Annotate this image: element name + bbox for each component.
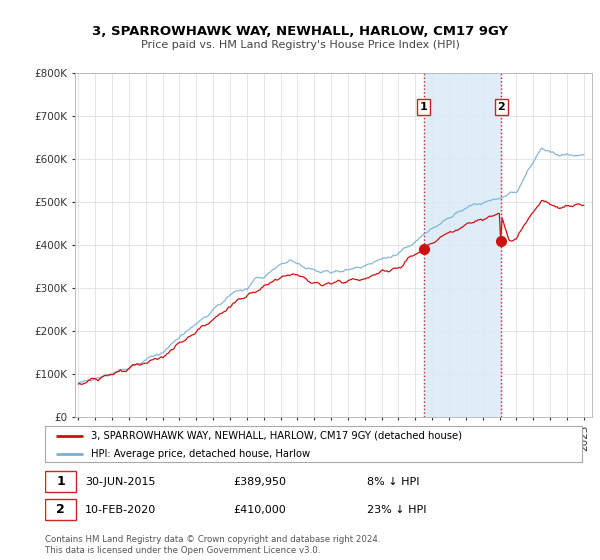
Text: Contains HM Land Registry data © Crown copyright and database right 2024.: Contains HM Land Registry data © Crown c… (45, 535, 380, 544)
Text: 10-FEB-2020: 10-FEB-2020 (85, 505, 157, 515)
Bar (424, 73, 501, 417)
FancyBboxPatch shape (45, 499, 76, 520)
Text: 3, SPARROWHAWK WAY, NEWHALL, HARLOW, CM17 9GY (detached house): 3, SPARROWHAWK WAY, NEWHALL, HARLOW, CM1… (91, 431, 461, 441)
Text: HPI: Average price, detached house, Harlow: HPI: Average price, detached house, Harl… (91, 449, 310, 459)
Text: 23% ↓ HPI: 23% ↓ HPI (367, 505, 427, 515)
Text: Price paid vs. HM Land Registry's House Price Index (HPI): Price paid vs. HM Land Registry's House … (140, 40, 460, 50)
Text: 2: 2 (497, 102, 505, 112)
FancyBboxPatch shape (45, 471, 76, 492)
Text: 8% ↓ HPI: 8% ↓ HPI (367, 477, 420, 487)
Text: £389,950: £389,950 (233, 477, 286, 487)
Text: 2: 2 (56, 503, 65, 516)
Text: 1: 1 (420, 102, 428, 112)
Text: 3, SPARROWHAWK WAY, NEWHALL, HARLOW, CM17 9GY: 3, SPARROWHAWK WAY, NEWHALL, HARLOW, CM1… (92, 25, 508, 38)
Text: £410,000: £410,000 (233, 505, 286, 515)
Text: This data is licensed under the Open Government Licence v3.0.: This data is licensed under the Open Gov… (45, 546, 320, 555)
Text: 1: 1 (56, 475, 65, 488)
Text: 30-JUN-2015: 30-JUN-2015 (85, 477, 156, 487)
